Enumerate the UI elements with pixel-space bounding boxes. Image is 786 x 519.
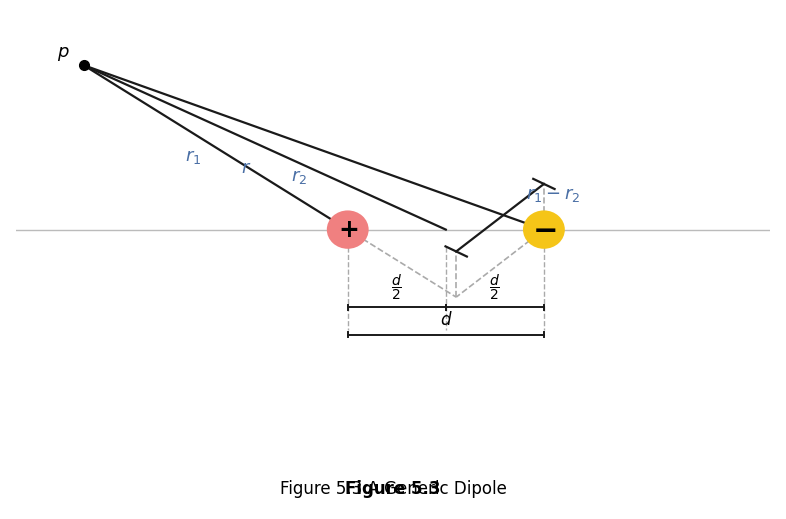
Text: $\mathbf{+}$: $\mathbf{+}$ [338,217,358,242]
Text: $\dfrac{d}{2}$: $\dfrac{d}{2}$ [391,272,402,302]
Ellipse shape [327,210,369,249]
Text: $\dfrac{d}{2}$: $\dfrac{d}{2}$ [490,272,501,302]
Text: Figure 5.3: Figure 5.3 [345,480,441,498]
Ellipse shape [523,210,565,249]
Text: Figure 5.3 A Generic Dipole: Figure 5.3 A Generic Dipole [280,480,506,498]
Text: $r_1$: $r_1$ [185,147,201,166]
Text: $d$: $d$ [439,311,452,329]
Text: $r_1 - r_2$: $r_1 - r_2$ [526,186,580,204]
Text: $\mathbf{-}$: $\mathbf{-}$ [532,215,556,244]
Text: $r$: $r$ [241,159,251,177]
Text: $r_2$: $r_2$ [291,168,307,186]
Text: p: p [57,43,68,61]
